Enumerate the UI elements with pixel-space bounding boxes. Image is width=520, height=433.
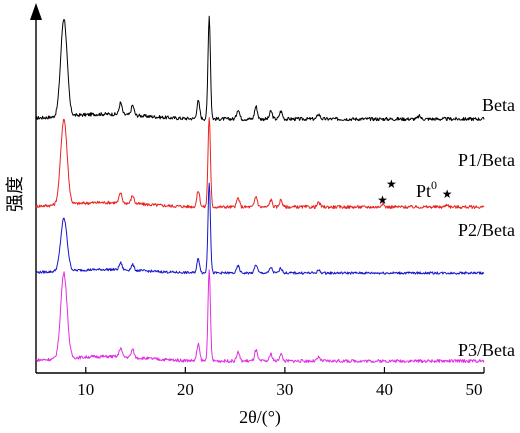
series-label-beta: Beta (482, 95, 515, 115)
pt-annotation-text: Pt (416, 181, 431, 201)
x-tick-label-10: 10 (77, 380, 94, 399)
series-line-beta (35, 15, 485, 122)
x-tick-label-40: 40 (376, 380, 393, 399)
series-line-p3-beta (35, 269, 485, 364)
series-line-p1-beta (35, 117, 485, 210)
pt-annotation-label: Pt0 (416, 178, 437, 201)
series-line-p2-beta (35, 182, 485, 275)
pt-marker-star: ★ (442, 187, 453, 201)
series-label-p2-beta: P2/Beta (458, 220, 515, 240)
traces (35, 15, 485, 364)
x-axis-label: 2θ/(°) (239, 407, 281, 428)
pt-marker-star: ★ (377, 193, 388, 207)
y-axis-label: 强度 (5, 176, 26, 212)
x-ticks: 10 20 30 40 50 (77, 367, 485, 399)
pt-annotation-superscript: 0 (431, 178, 437, 192)
x-tick-label-20: 20 (177, 380, 194, 399)
x-tick-label-30: 30 (276, 380, 293, 399)
pt-annotation: Pt0 ★ ★ ★ (377, 177, 452, 207)
pt-marker-star: ★ (386, 177, 397, 191)
series-label-p1-beta: P1/Beta (458, 150, 515, 170)
series-label-p3-beta: P3/Beta (458, 340, 515, 360)
x-tick-label-50: 50 (466, 380, 483, 399)
y-axis-arrow (30, 3, 42, 20)
series-labels: Beta P1/Beta P2/Beta P3/Beta (458, 95, 515, 360)
